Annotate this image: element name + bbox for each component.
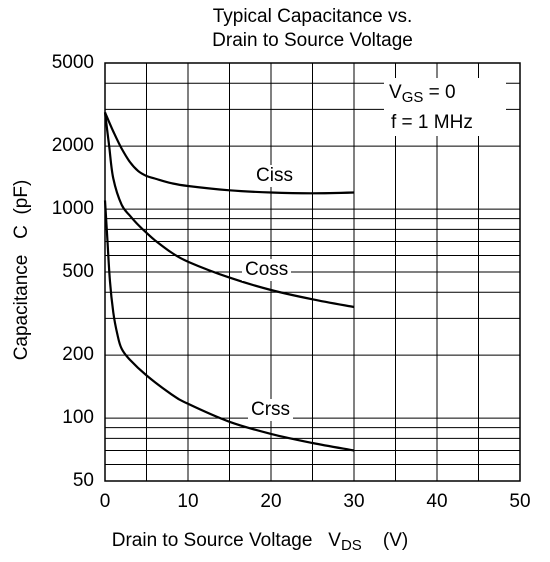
y-axis-label-unit: (pF) <box>11 179 32 215</box>
series-label-coss: Coss <box>242 259 292 281</box>
chart-title-line-2: Drain to Source Voltage <box>212 30 413 51</box>
y-tick-label: 500 <box>62 261 94 282</box>
y-tick-label: 1000 <box>51 198 94 220</box>
annotation-vgs-symbol: V <box>389 82 402 103</box>
x-tick-label: 20 <box>260 491 282 512</box>
annotation-vgs-value: = 0 <box>423 82 456 103</box>
y-axis-label-text: Capacitance <box>11 254 32 361</box>
x-tick-label: 30 <box>343 491 365 512</box>
annotation-frequency: f = 1 MHz <box>391 112 473 133</box>
annotation-background <box>384 78 506 136</box>
y-tick-label: 50 <box>72 470 94 491</box>
y-axis-label-symbol: C <box>11 225 32 239</box>
x-tick-label: 0 <box>99 491 111 512</box>
series-label-crss: Crss <box>248 399 294 421</box>
x-axis-label-unit: (V) <box>382 530 409 551</box>
x-axis-label-subscript: DS <box>340 537 362 554</box>
y-tick-label: 2000 <box>51 135 94 157</box>
y-tick-label: 5000 <box>51 52 94 73</box>
y-tick-label: 200 <box>62 344 94 366</box>
x-axis-label: Drain to Source Voltage VDS (V) <box>0 530 520 557</box>
annotation-vgs: VGS = 0 <box>389 82 456 109</box>
annotation-vgs-subscript: GS <box>401 89 424 106</box>
series-line-coss <box>103 112 355 309</box>
plot-frame <box>104 62 521 482</box>
x-tick-label: 50 <box>509 491 531 512</box>
chart-title-line-1: Typical Capacitance vs. <box>212 6 413 27</box>
x-tick-label: 40 <box>426 491 448 512</box>
x-tick-label: 10 <box>177 491 199 512</box>
series-line-crss <box>103 200 355 452</box>
y-axis-label: Capacitance C (pF) <box>11 180 33 361</box>
series-label-ciss: Ciss <box>253 165 296 187</box>
x-axis-label-text: Drain to Source Voltage <box>111 530 313 551</box>
y-tick-label: 100 <box>62 407 94 429</box>
x-axis-label-symbol: V <box>328 530 341 551</box>
series-line-ciss <box>103 111 355 195</box>
